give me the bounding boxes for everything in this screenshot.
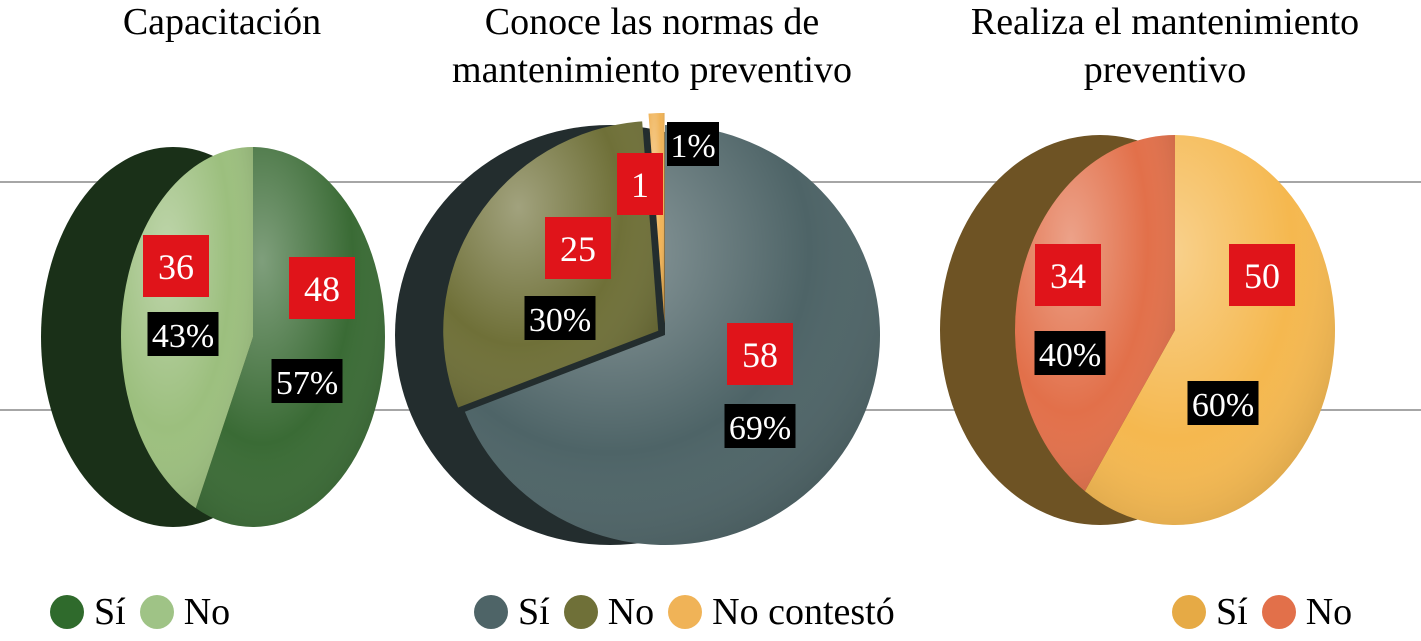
legend-label-si: Sí: [94, 590, 126, 634]
legend-item-no: No: [140, 590, 230, 634]
chart-title-realiza-mantenimiento: Realiza el mantenimiento preventivo: [930, 0, 1400, 94]
pie-chart-1: 48 57% 36 43%: [41, 147, 385, 527]
legend-label-si: Sí: [518, 590, 550, 634]
value-label-si: 58: [742, 335, 778, 375]
legend-item-si: Sí: [1172, 590, 1248, 634]
value-label-no: 25: [560, 229, 596, 269]
value-label-no: 34: [1050, 256, 1086, 296]
legend-item-si: Sí: [50, 590, 126, 634]
chart-title-capacitacion: Capacitación: [60, 0, 384, 46]
legend-item-no: No: [1262, 590, 1352, 634]
percent-label-si: 69%: [729, 410, 791, 447]
legend-marker-si: [50, 595, 84, 629]
legend-label-no: No: [184, 590, 230, 634]
pie-chart-2: 58 69% 25 30% 1 1%: [395, 113, 880, 545]
percent-label-no: 43%: [152, 318, 214, 355]
value-label-no: 36: [158, 247, 194, 287]
legend-conoce-normas: Sí No No contestó: [474, 590, 895, 634]
legend-item-no-contesto: No contestó: [668, 590, 895, 634]
legend-label-no-contesto: No contestó: [712, 590, 895, 634]
pie-chart-3: 50 60% 34 40%: [940, 135, 1335, 525]
legend-marker-no-contesto: [668, 595, 702, 629]
legend-item-no: No: [564, 590, 654, 634]
legend-label-si: Sí: [1216, 590, 1248, 634]
legend-marker-no: [564, 595, 598, 629]
value-label-si: 48: [304, 269, 340, 309]
value-label-si: 50: [1244, 256, 1280, 296]
legend-item-si: Sí: [474, 590, 550, 634]
percent-label-si: 60%: [1192, 387, 1254, 424]
percent-label-no-contesto: 1%: [670, 128, 715, 165]
percent-label-no: 40%: [1039, 337, 1101, 374]
legend-marker-si: [1172, 595, 1206, 629]
legend-marker-no: [140, 595, 174, 629]
percent-label-no: 30%: [529, 302, 591, 339]
legend-label-no: No: [608, 590, 654, 634]
legend-label-no: No: [1306, 590, 1352, 634]
value-label-no-contesto: 1: [631, 165, 649, 205]
legend-marker-si: [474, 595, 508, 629]
percent-label-si: 57%: [276, 365, 338, 402]
legend-capacitacion: Sí No: [50, 590, 244, 634]
chart-title-conoce-normas: Conoce las normas de mantenimiento preve…: [412, 0, 892, 94]
legend-marker-no: [1262, 595, 1296, 629]
legend-realiza-mantenimiento: Sí No: [1172, 590, 1352, 634]
